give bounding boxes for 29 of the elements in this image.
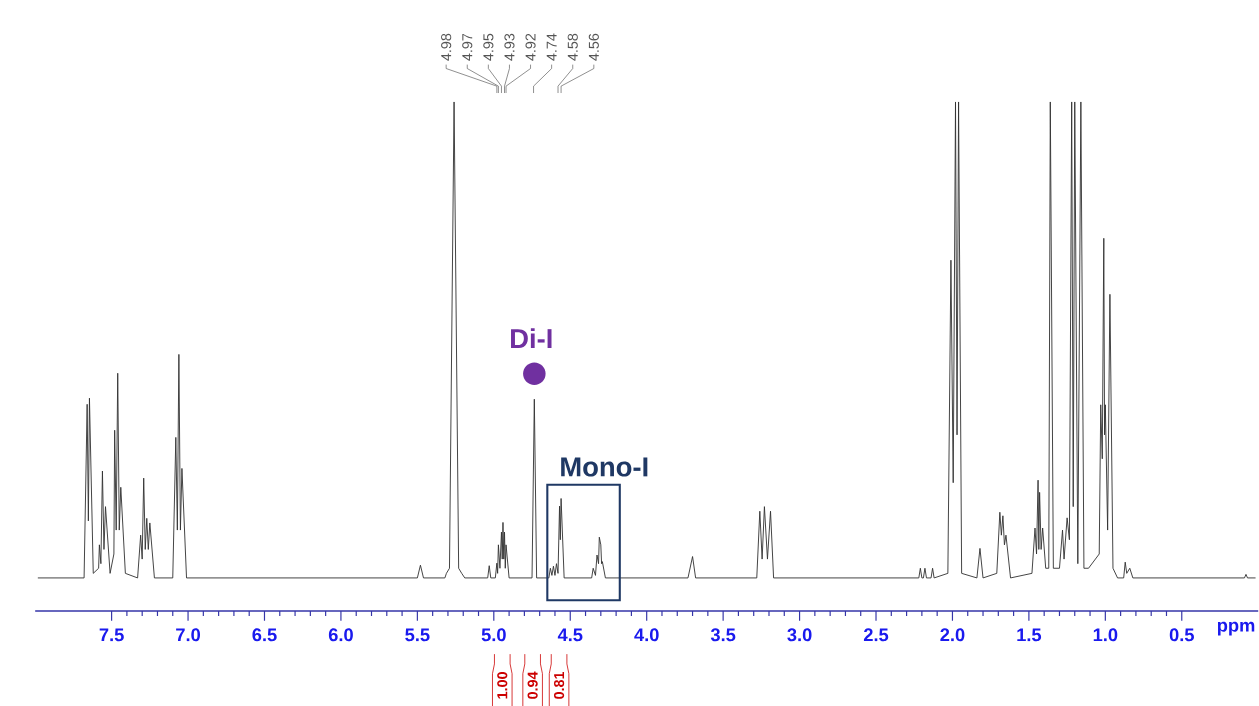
annotation: 4.56 [588, 33, 599, 61]
annotation: 4.74 [546, 33, 557, 61]
x-tick-label: 2.5 [863, 628, 889, 642]
x-tick-label: 6.0 [328, 628, 353, 642]
x-tick-label: 0.5 [1169, 628, 1194, 642]
annotation: 4.98 [441, 33, 452, 61]
x-tick-label: 1.0 [1093, 628, 1118, 642]
x-tick-label: 6.5 [252, 628, 277, 642]
annotation: 4.92 [525, 33, 536, 61]
x-tick-label: 3.5 [710, 628, 736, 642]
x-tick-label: 5.5 [405, 628, 430, 642]
text: 1.00 [497, 671, 508, 699]
x-tick-label: 7.5 [99, 628, 124, 642]
annotation: 4.95 [483, 33, 494, 61]
x-axis-title: ppm [1217, 621, 1255, 636]
x-tick-label: 5.0 [481, 628, 506, 642]
annotation: Mono-I [561, 457, 648, 477]
x-tick-label: 4.0 [634, 628, 659, 642]
text: 0.94 [527, 671, 538, 699]
annotation: Di-I [511, 327, 552, 348]
annotation: 4.97 [462, 33, 473, 61]
x-tick-label: 3.0 [787, 628, 812, 642]
x-tick-label: 7.0 [176, 628, 201, 642]
annotation: 4.93 [504, 33, 515, 61]
annotation: 4.58 [567, 33, 578, 61]
x-tick-label: 1.5 [1017, 628, 1042, 642]
text: 0.81 [554, 671, 565, 699]
x-tick-label: 2.0 [940, 628, 965, 642]
x-tick-label: 4.5 [557, 628, 583, 642]
